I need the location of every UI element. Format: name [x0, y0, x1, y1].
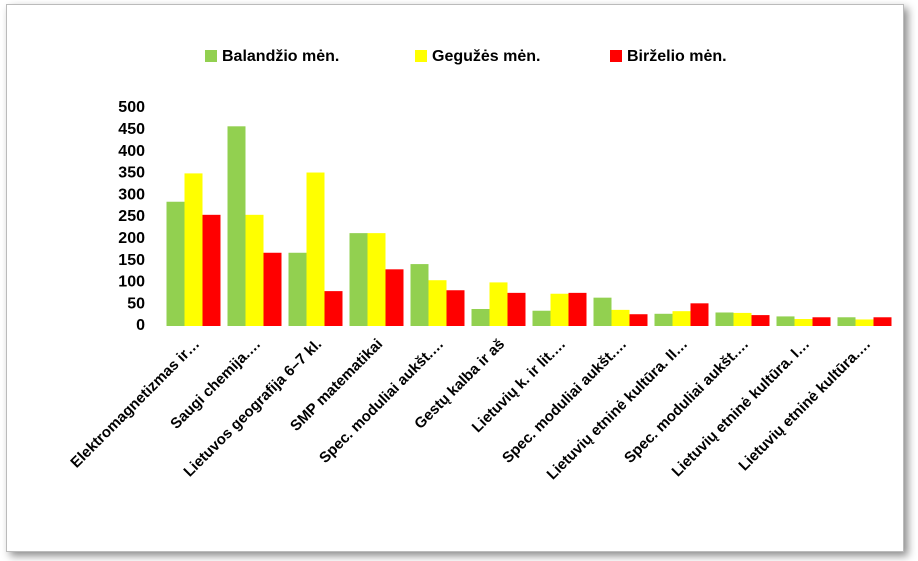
y-tick-label: 250 — [118, 208, 145, 225]
bar — [812, 317, 831, 326]
bar — [751, 315, 770, 326]
legend-swatch — [415, 50, 427, 62]
bar — [794, 319, 813, 326]
x-tick-label: Elektromagnetizmas ir… — [67, 336, 203, 472]
bar — [593, 297, 612, 326]
bar — [507, 292, 526, 326]
y-tick-label: 300 — [118, 186, 145, 203]
bar — [873, 317, 892, 326]
bar — [654, 313, 673, 326]
bar — [532, 310, 551, 326]
bar — [184, 173, 203, 326]
x-tick-label: Spec. moduliai aukšt.… — [499, 336, 630, 467]
bar — [489, 282, 508, 326]
y-tick-label: 450 — [118, 121, 145, 138]
bar — [446, 290, 465, 326]
bar — [324, 291, 343, 326]
bar — [245, 214, 264, 326]
bar — [349, 233, 368, 326]
bar — [306, 172, 325, 326]
bar — [672, 311, 691, 326]
bar — [367, 233, 386, 326]
legend-swatch — [610, 50, 622, 62]
bar — [690, 303, 709, 326]
y-tick-label: 50 — [127, 295, 145, 312]
bar — [550, 293, 569, 326]
bar — [715, 312, 734, 326]
y-tick-label: 200 — [118, 230, 145, 247]
legend-label: Birželio mėn. — [627, 48, 727, 65]
bar — [776, 316, 795, 326]
y-tick-label: 400 — [118, 143, 145, 160]
bar — [263, 252, 282, 326]
y-tick-label: 100 — [118, 274, 145, 291]
legend-label: Gegužės mėn. — [432, 48, 540, 65]
x-tick-label: Spec. moduliai aukšt.… — [621, 336, 752, 467]
bar — [410, 264, 429, 326]
y-tick-label: 0 — [136, 317, 145, 334]
bar — [385, 269, 404, 326]
bar — [227, 126, 246, 326]
bar — [471, 308, 490, 326]
bar — [166, 201, 185, 326]
bar — [837, 317, 856, 326]
y-tick-label: 500 — [118, 99, 145, 116]
x-tick-label: Spec. moduliai aukšt.… — [316, 336, 447, 467]
chart-frame — [6, 4, 904, 552]
y-tick-label: 350 — [118, 165, 145, 182]
bar — [202, 214, 221, 326]
bar — [568, 292, 587, 326]
bar — [629, 314, 648, 326]
y-tick-label: 150 — [118, 252, 145, 269]
legend-label: Balandžio mėn. — [222, 48, 339, 65]
x-tick-label: Lietuvių etninė kultūra.… — [735, 336, 874, 475]
bar — [288, 252, 307, 326]
bar — [733, 312, 752, 326]
legend-swatch — [205, 50, 217, 62]
bar — [428, 280, 447, 326]
bar — [611, 309, 630, 326]
bar — [855, 319, 874, 326]
